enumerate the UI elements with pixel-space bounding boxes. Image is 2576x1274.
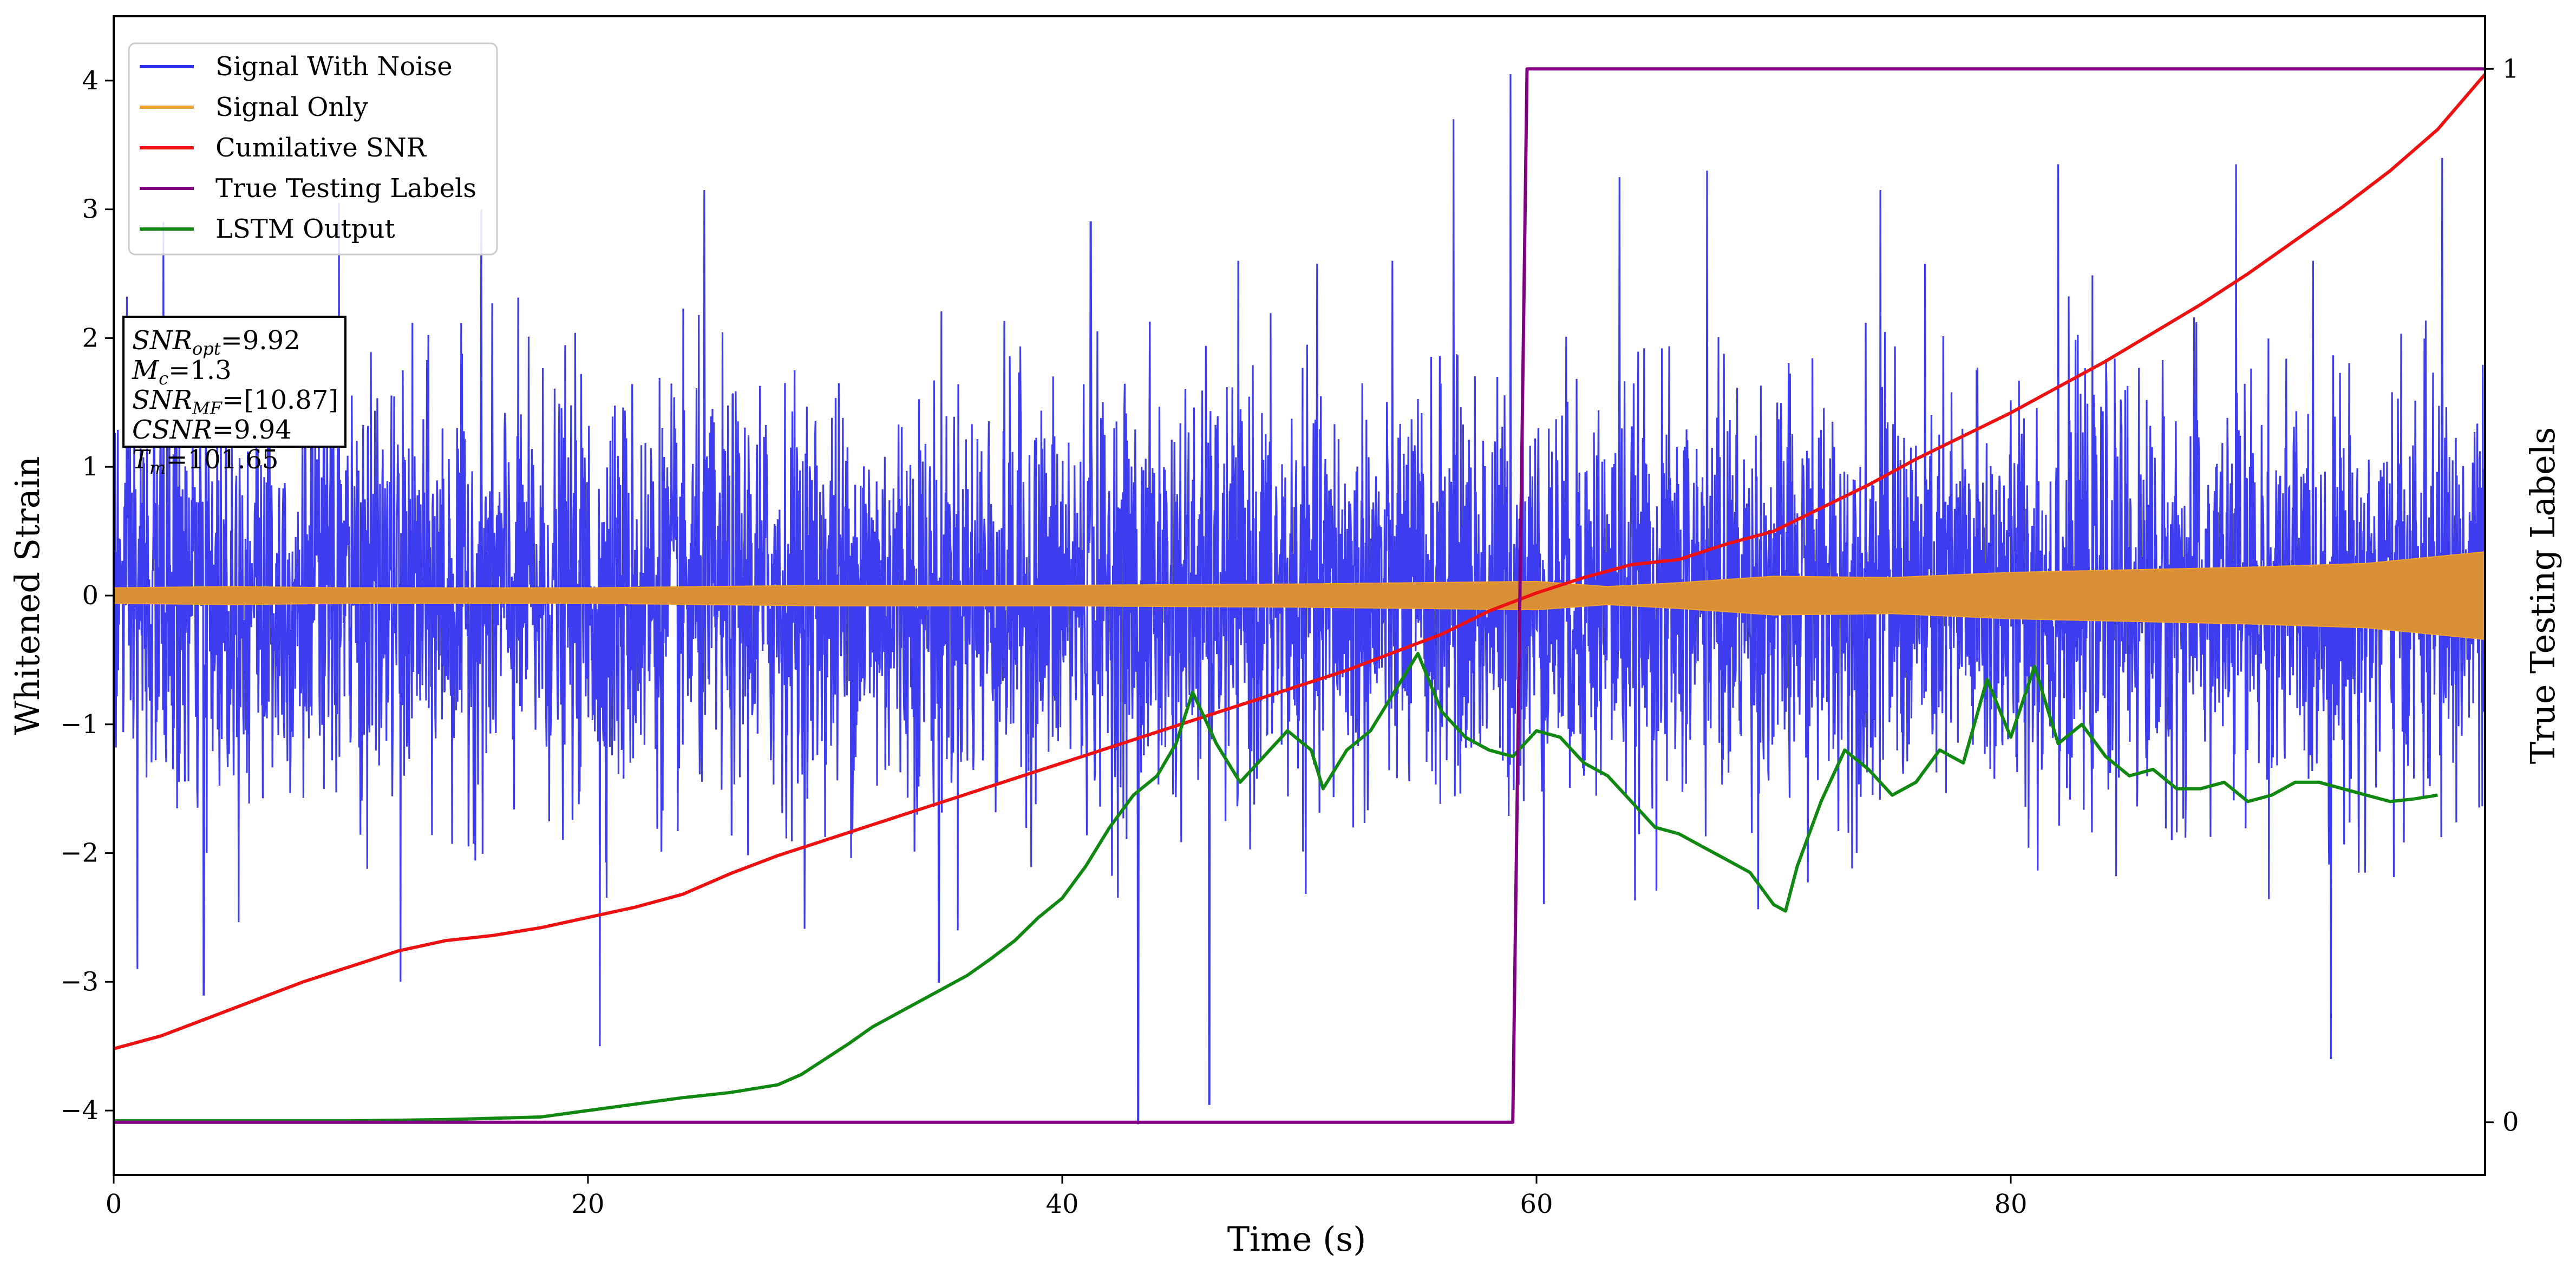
y2-tick-label: 0 — [2502, 1107, 2519, 1138]
y-axis-label: Whitened Strain — [8, 456, 47, 735]
series-signal-with-noise-line — [114, 74, 2485, 1125]
y-tick-label: 2 — [82, 323, 99, 353]
series-signal-only-band — [114, 551, 2485, 640]
legend: Signal With Noise Signal Only Cumilative S… — [128, 42, 498, 256]
x-axis-label: Time (s) — [1227, 1219, 1367, 1259]
legend-label-lstm-output: LSTM Output — [215, 214, 395, 244]
plot-area — [114, 67, 2485, 1125]
series-cumilative-snr-line — [114, 73, 2485, 1050]
info-snr-opt: SNRopt=9.92 — [132, 325, 300, 359]
info-box-frame — [122, 316, 346, 448]
y2-tick-label: 1 — [2502, 54, 2519, 84]
parameter-info-box: SNRopt=9.92 Mc=1.3 SNRMF=[10.87] CSNR=9.… — [122, 316, 346, 478]
legend-label-true-testing-labels: True Testing Labels — [215, 173, 476, 204]
y-tick-label: 0 — [82, 580, 99, 611]
series-true-testing-labels-line — [114, 67, 2485, 1124]
y-tick-label: −4 — [60, 1095, 99, 1126]
y-tick-label: 1 — [82, 452, 99, 482]
legend-label-signal-with-noise: Signal With Noise — [215, 51, 453, 82]
x-tick-label: 0 — [106, 1189, 122, 1219]
x-tick-label: 60 — [1520, 1189, 1553, 1219]
series-lstm-output-line — [114, 652, 2438, 1123]
x-tick-label: 20 — [571, 1189, 604, 1219]
x-tick-label: 40 — [1045, 1189, 1078, 1219]
y-tick-label: −1 — [60, 709, 99, 740]
info-mc: Mc=1.3 — [132, 355, 232, 389]
info-tm: Tm=101.65 — [132, 445, 279, 478]
legend-label-signal-only: Signal Only — [215, 92, 368, 122]
legend-box — [128, 42, 498, 256]
legend-label-cumilative-snr: Cumilative SNR — [215, 133, 427, 163]
y-tick-label: 3 — [82, 194, 99, 225]
y2-axis-label: True Testing Labels — [2523, 427, 2562, 765]
x-tick-label: 80 — [1994, 1189, 2027, 1219]
y-tick-label: 4 — [82, 66, 99, 96]
info-snr-mf: SNRMF=[10.87] — [132, 385, 338, 419]
info-csnr: CSNR=9.94 — [132, 415, 292, 445]
y-tick-label: −3 — [60, 966, 99, 997]
y-tick-label: −2 — [60, 838, 99, 868]
